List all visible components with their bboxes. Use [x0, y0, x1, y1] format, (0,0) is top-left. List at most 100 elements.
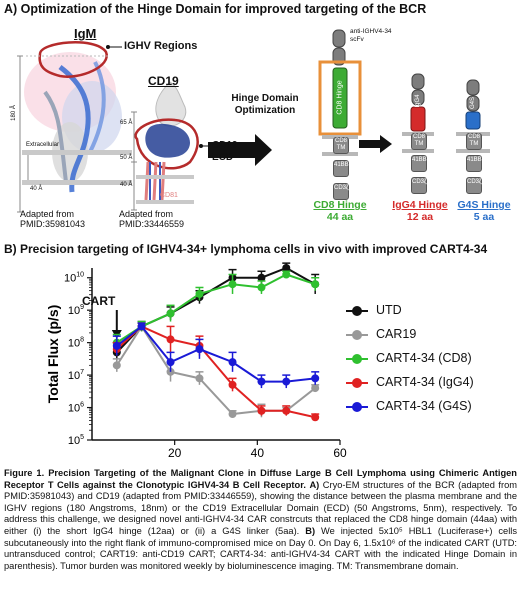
cd8-hinge-chip: CD8 Hinge	[336, 80, 344, 115]
igg4-hinge-caption-1: IgG4 Hinge	[392, 199, 448, 211]
data-point	[195, 374, 204, 383]
igg4-construct-41bb-chip: 41BB	[411, 155, 427, 172]
y-axis-title: Total Flux (p/s)	[45, 305, 61, 404]
y-tick-label: 108	[68, 337, 84, 350]
data-point	[257, 273, 266, 282]
data-point	[228, 358, 237, 367]
series-line	[116, 325, 316, 383]
igg4-construct-cd3z-chip: CD3ζ	[411, 177, 427, 194]
legend-label: CART4-34 (IgG4)	[376, 375, 474, 389]
data-point	[228, 410, 237, 419]
series-3	[112, 322, 320, 422]
legend-swatch-marker	[352, 402, 362, 412]
axis-40-mid-label: 40 Å	[120, 182, 133, 188]
data-point	[228, 380, 237, 389]
adapted-mid-2: PMID:33446559	[119, 219, 185, 229]
data-point	[282, 264, 291, 272]
data-point	[112, 361, 121, 370]
adapted-left-2: PMID:35981043	[20, 219, 86, 229]
g4s-hinge-caption-2: 5 aa	[473, 211, 495, 223]
y-tick-label: 109	[68, 304, 84, 317]
x-axis-title: Days	[189, 460, 223, 463]
igg4-construct-tm-chip: CD8 TM	[411, 133, 427, 150]
cd8-construct-tm-chip: CD8 TM	[333, 137, 349, 154]
figure-caption: Figure 1. Precision Targeting of the Mal…	[4, 468, 517, 572]
cd19-ecd-label-2: ECD	[212, 152, 234, 163]
data-point	[228, 280, 237, 289]
data-point	[166, 358, 175, 367]
y-tick-label: 106	[68, 402, 84, 415]
x-tick-label: 40	[251, 446, 265, 460]
arrow-label-1: Hinge Domain	[231, 93, 299, 104]
data-point	[166, 335, 175, 344]
data-point	[282, 377, 291, 386]
legend-label: UTD	[376, 303, 402, 317]
data-point	[311, 413, 320, 422]
series-1	[112, 322, 320, 419]
adapted-left-1: Adapted from	[20, 209, 75, 219]
data-point	[166, 309, 175, 318]
cart-annotation: CART	[82, 294, 116, 308]
data-point	[311, 384, 320, 393]
legend-swatch-marker	[352, 330, 362, 340]
series-line	[115, 324, 316, 416]
axis-65-label: 65 Å	[120, 120, 133, 126]
data-point	[137, 322, 146, 331]
data-point	[311, 280, 320, 289]
scfv-label-2: scFv	[350, 36, 364, 43]
igg4-chip: IgG4	[415, 94, 421, 108]
y-tick-label: 1010	[64, 272, 84, 285]
series-2	[112, 270, 320, 351]
g4s-construct-41bb-chip: 41BB	[466, 155, 482, 172]
data-point	[311, 374, 320, 383]
legend-swatch-marker	[352, 378, 362, 388]
caption-title: Figure 1. Precision Targeting of the Mal…	[4, 468, 517, 490]
series-line	[116, 325, 316, 419]
axis-180-label: 180 Å	[10, 105, 17, 121]
cd8-construct-41bb-chip: 41BB	[333, 160, 349, 177]
g4s-hinge-caption-1: G4S Hinge	[457, 199, 511, 211]
series-4	[112, 322, 320, 389]
series-0	[112, 262, 320, 363]
legend-label: CART4-34 (CD8)	[376, 351, 472, 365]
scfv-label-1: anti-IGHV4-34	[350, 28, 392, 35]
data-point	[195, 345, 204, 354]
cd8-construct-cd3z-chip: CD3ζ	[333, 183, 349, 200]
panel-a-title: A) Optimization of the Hinge Domain for …	[4, 2, 427, 16]
x-tick-label: 60	[333, 446, 347, 460]
g4s-construct-cd3z-chip: CD3ζ	[466, 177, 482, 194]
adapted-mid-1: Adapted from	[119, 209, 174, 219]
panel-b-title: B) Precision targeting of IGHV4-34+ lymp…	[4, 242, 488, 256]
axis-50-label: 50 Å	[120, 155, 133, 161]
y-tick-label: 107	[68, 369, 84, 382]
panel-a-illustration	[17, 29, 490, 213]
x-tick-label: 20	[168, 446, 182, 460]
flux-chart: 1010 109 108 107 106 105 20 40 60 Total Flux (p/s…	[45, 262, 347, 463]
data-point	[282, 270, 291, 279]
caption-part-b-label: B)	[305, 525, 316, 536]
igg4-hinge-caption-2: 12 aa	[406, 211, 434, 223]
caption-part-a-label: A)	[309, 479, 320, 490]
g4s-construct-tm-chip: CD8 TM	[466, 133, 482, 150]
cd19-label: CD19	[148, 74, 179, 88]
g4s-chip: G4S	[470, 97, 476, 110]
caption-part-b-text: We injected 5x10⁵ HBL1 (Luciferase+) cel…	[4, 525, 518, 571]
cd81-label: CD81	[160, 192, 178, 199]
y-tick-label: 105	[68, 434, 84, 447]
data-point	[282, 406, 291, 415]
data-point	[112, 341, 121, 350]
igm-label: IgM	[74, 26, 97, 41]
legend-swatch-marker	[352, 306, 362, 316]
arrow-label-2: Optimization	[234, 105, 296, 116]
legend-label: CAR19	[376, 327, 417, 341]
cd19-ecd-label-1: CD19	[212, 140, 238, 151]
legend-label: CART4-34 (G4S)	[376, 399, 472, 413]
ighv-regions-label: IGHV Regions	[124, 40, 198, 52]
cd8-hinge-caption-2: 44 aa	[326, 211, 354, 223]
cd8-hinge-caption-1: CD8 Hinge	[313, 199, 367, 211]
data-point	[257, 406, 266, 415]
data-point	[195, 289, 204, 298]
data-point	[257, 283, 266, 292]
series-line	[116, 273, 316, 344]
caption-part-a-text: Cryo-EM structures of the BCR (adapted f…	[4, 479, 517, 536]
